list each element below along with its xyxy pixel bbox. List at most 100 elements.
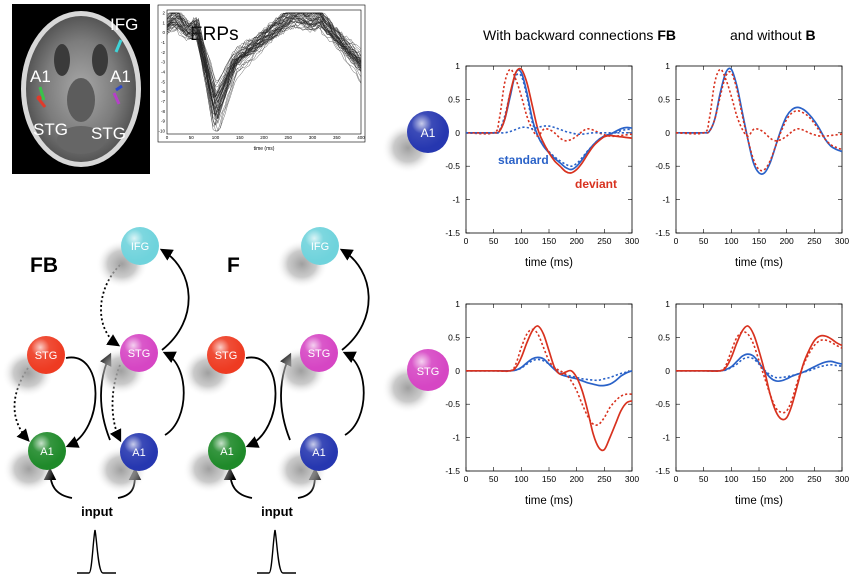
- x-axis-label: time (ms): [525, 495, 573, 507]
- erp-x-tick: 100: [212, 135, 220, 140]
- x-tick-label: 250: [597, 474, 611, 484]
- series-line: [675, 67, 843, 175]
- erp-trace: [166, 14, 362, 115]
- erp-y-tick: -6: [161, 89, 165, 94]
- header-without-b-bold: B: [806, 27, 816, 43]
- brain-label-ifg: IFG: [110, 15, 138, 34]
- row-node-a1-shine: [407, 111, 449, 153]
- model-f-node-stg-right-shine: [300, 334, 338, 372]
- header-with-fb-bold: FB: [657, 27, 676, 43]
- model-fb-node-stg-left-shine: [27, 336, 65, 374]
- series-line: [675, 68, 843, 142]
- y-tick-label: 0: [455, 366, 460, 376]
- y-tick-label: 1: [455, 299, 460, 309]
- x-tick-label: 0: [674, 236, 679, 246]
- y-tick-label: 0.5: [658, 94, 670, 104]
- y-tick-label: -0.5: [445, 161, 460, 171]
- model-f-node-stg-left-shine: [207, 336, 245, 374]
- model-fb-node-stg-right-label: STG: [128, 348, 151, 360]
- y-tick-label: 0: [665, 128, 670, 138]
- erp-y-tick: 1: [162, 20, 165, 25]
- y-tick-label: 1: [665, 61, 670, 71]
- series-line: [676, 356, 843, 379]
- a1-right-marker: [115, 84, 123, 92]
- legend-standard: standard: [498, 153, 549, 167]
- x-tick-label: 150: [752, 474, 766, 484]
- erp-y-tick: 0: [162, 30, 165, 35]
- model-f-arrow-a1-to-stg-right: [342, 351, 365, 436]
- erp-y-tick: -7: [161, 99, 165, 104]
- y-tick-label: -1: [452, 433, 460, 443]
- series-line: [466, 356, 633, 387]
- erp-y-tick: -9: [161, 119, 165, 124]
- brain-label-a1-left: A1: [30, 67, 51, 86]
- erp-x-tick: 200: [260, 135, 268, 140]
- series-line: [465, 68, 633, 142]
- model-fb-input-label: input: [81, 504, 113, 519]
- x-tick-label: 200: [780, 474, 794, 484]
- erp-xlabel: time (ms): [254, 146, 275, 152]
- series-line: [466, 328, 633, 426]
- series-line: [676, 325, 843, 421]
- model-fb-label: FB: [30, 254, 58, 277]
- stg-right-marker: [112, 92, 121, 105]
- series-line: [465, 69, 633, 171]
- erp-x-tick: 250: [284, 135, 292, 140]
- erp-x-tick: 400: [357, 135, 365, 140]
- y-tick-label: -0.5: [445, 399, 460, 409]
- header-without-b: and without B: [730, 27, 816, 43]
- x-tick-label: 300: [625, 236, 639, 246]
- erp-y-tick-labels: 2 1 0 -1 -2 -3 -4 -5 -6 -7 -8 -9 -10: [158, 11, 165, 134]
- y-tick-label: -0.5: [655, 399, 670, 409]
- row-node-stg-label: STG: [417, 366, 440, 378]
- x-tick-label: 250: [807, 474, 821, 484]
- x-tick-label: 150: [542, 236, 556, 246]
- plot-a1-without-b: 1 0.5 0 -0.5 -1 -1.5 0 50 100 150 200 250 300 time (m…: [655, 61, 849, 269]
- erp-trace: [166, 24, 362, 98]
- model-f-node-a1-left-shine: [208, 432, 246, 470]
- stg-left-dot: [36, 95, 42, 101]
- y-tick-label: 0: [665, 366, 670, 376]
- plot-frame: [675, 65, 843, 234]
- model-diagrams: STG A1 IFG STG A1 input STG A1 IFG STG A1 input: [2, 227, 370, 574]
- plot-stg-without-b: 1 0.5 0 -0.5 -1 -1.5 0 50 100 150 200 250 300 time (m…: [655, 299, 849, 507]
- erp-x-tick: 150: [236, 135, 244, 140]
- row-node-stg-shine: [407, 349, 449, 391]
- brain-ventricle-left: [54, 44, 70, 76]
- erp-traces: [166, 12, 362, 132]
- x-tick-label: 0: [464, 474, 469, 484]
- y-tick-label: 0.5: [448, 332, 460, 342]
- model-fb-node-a1-left-label: A1: [40, 446, 53, 458]
- model-f-node-stg-right-label: STG: [308, 348, 331, 360]
- x-axis-label: time (ms): [525, 257, 573, 269]
- erp-y-tick: 2: [162, 11, 165, 16]
- series-line: [466, 125, 632, 136]
- y-tick-label: 1: [665, 299, 670, 309]
- row-node-a1-label: A1: [421, 126, 436, 140]
- row-node-a1: A1: [382, 111, 449, 173]
- model-fb-node-ifg-shine: [121, 227, 159, 265]
- y-tick-label: -1.5: [445, 228, 460, 238]
- plot-a1-with-fb: 1 0.5 0 -0.5 -1 -1.5 0 50 100 150 200 250 300 time (m…: [445, 61, 639, 269]
- y-tick-label: -1: [662, 195, 670, 205]
- erp-trace: [166, 13, 362, 87]
- erp-y-tick: -10: [158, 129, 165, 134]
- x-tick-label: 50: [489, 474, 499, 484]
- header-without-b-text: and without: [730, 27, 806, 43]
- model-f-node-stg-left-label: STG: [215, 350, 238, 362]
- x-tick-label: 50: [699, 236, 709, 246]
- model-fb-node-a1-right-shine: [120, 433, 158, 471]
- y-tick-label: -1: [662, 433, 670, 443]
- model-f-node-a1-left-label: A1: [220, 446, 233, 458]
- x-tick-label: 100: [724, 236, 738, 246]
- x-tick-label: 50: [699, 474, 709, 484]
- y-tick-label: 1: [455, 61, 460, 71]
- brain-label-a1-right: A1: [110, 67, 131, 86]
- erp-y-tick: -2: [161, 50, 165, 55]
- x-tick-label: 300: [625, 474, 639, 484]
- brain-image: IFG A1 A1 STG STG: [12, 4, 150, 174]
- erp-x-tick: 0: [166, 135, 169, 140]
- erp-y-tick: -8: [161, 109, 165, 114]
- plot-frame: [465, 65, 633, 234]
